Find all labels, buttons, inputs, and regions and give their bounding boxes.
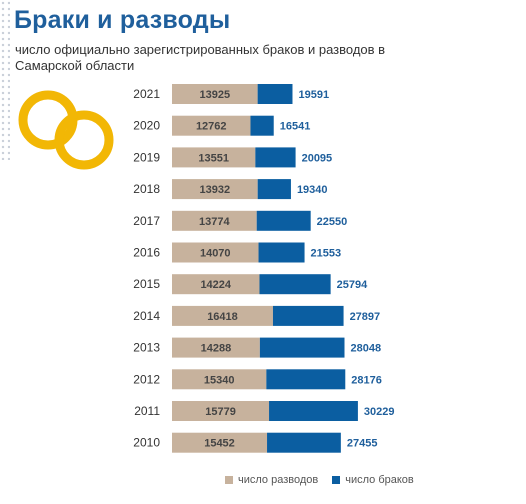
data-label-marriages: 25794: [337, 279, 368, 291]
data-label-divorces: 13925: [200, 89, 231, 101]
bar-marriages: [256, 210, 311, 231]
bar-divorces: [172, 432, 268, 453]
bar-marriages: [255, 147, 296, 168]
data-label-marriages: 20095: [302, 152, 333, 164]
data-label-divorces: 14224: [200, 279, 231, 291]
data-label-divorces: 13932: [200, 184, 231, 196]
legend-swatch-marriages: [332, 476, 341, 484]
data-label-divorces: 13551: [198, 152, 229, 164]
data-label-marriages: 30229: [364, 406, 395, 418]
wedding-rings-icon: [18, 90, 114, 170]
bar-marriages: [259, 337, 345, 358]
legend-label-divorces: число разводов: [238, 474, 319, 486]
bar-marriages: [258, 242, 305, 263]
year-tick-label: 2014: [133, 309, 160, 323]
data-label-divorces: 15452: [204, 438, 235, 450]
year-tick-label: 2017: [133, 214, 160, 228]
bar-divorces: [172, 337, 260, 358]
year-tick-label: 2021: [133, 87, 160, 101]
bar-marriages: [259, 274, 331, 295]
year-tick-label: 2013: [133, 341, 160, 355]
data-label-divorces: 16418: [207, 311, 238, 323]
year-tick-label: 2020: [133, 119, 160, 133]
year-tick-label: 2010: [133, 436, 160, 450]
bar-divorces: [172, 210, 257, 231]
bar-divorces: [172, 84, 258, 104]
year-tick-label: 2011: [134, 404, 160, 418]
data-label-marriages: 28048: [350, 343, 381, 355]
decorative-dot-pattern: [0, 0, 10, 160]
bar-divorces: [172, 115, 251, 136]
data-label-marriages: 19340: [297, 184, 328, 196]
data-label-marriages: 28176: [351, 374, 382, 386]
bar-divorces: [172, 401, 270, 421]
year-tick-label: 2016: [133, 246, 160, 260]
year-tick-label: 2019: [133, 150, 160, 164]
year-tick-label: 2012: [133, 372, 160, 386]
data-label-divorces: 15340: [204, 374, 235, 386]
bar-divorces: [172, 147, 256, 168]
bar-marriages: [257, 179, 291, 200]
bar-marriages: [267, 432, 341, 453]
data-label-divorces: 14288: [201, 343, 232, 355]
bar-marriages: [266, 369, 346, 390]
data-label-divorces: 14070: [200, 248, 231, 260]
bar-divorces: [172, 242, 259, 263]
stacked-bar-chart: 2021 13925 19591 2020 12762 16541 2019 13551 200…: [133, 84, 395, 453]
data-label-divorces: 15779: [205, 406, 236, 418]
bar-divorces: [172, 305, 273, 326]
year-tick-label: 2018: [133, 182, 160, 196]
legend-item-divorces: число разводов: [225, 474, 318, 486]
data-label-marriages: 27455: [347, 438, 378, 450]
year-tick-label: 2015: [133, 277, 160, 291]
data-label-divorces: 12762: [196, 121, 227, 133]
chart-legend: число разводов число браков: [225, 474, 428, 486]
bar-marriages: [257, 84, 293, 104]
bar-divorces: [172, 369, 267, 390]
data-label-marriages: 19591: [298, 89, 329, 101]
legend-label-marriages: число браков: [345, 474, 414, 486]
data-label-marriages: 21553: [311, 248, 342, 260]
legend-item-marriages: число браков: [332, 474, 414, 486]
page-subtitle: число официально зарегистрированных брак…: [15, 42, 386, 73]
data-label-divorces: 13774: [199, 216, 230, 228]
bar-divorces: [172, 274, 260, 295]
data-label-marriages: 16541: [280, 121, 311, 133]
bar-marriages: [272, 305, 344, 326]
bar-marriages: [269, 401, 358, 421]
bar-marriages: [250, 115, 274, 136]
legend-swatch-divorces: [225, 476, 233, 484]
bar-divorces: [172, 179, 258, 200]
data-label-marriages: 22550: [317, 216, 348, 228]
data-label-marriages: 27897: [350, 311, 381, 323]
page-title: Браки и разводы: [14, 6, 231, 34]
